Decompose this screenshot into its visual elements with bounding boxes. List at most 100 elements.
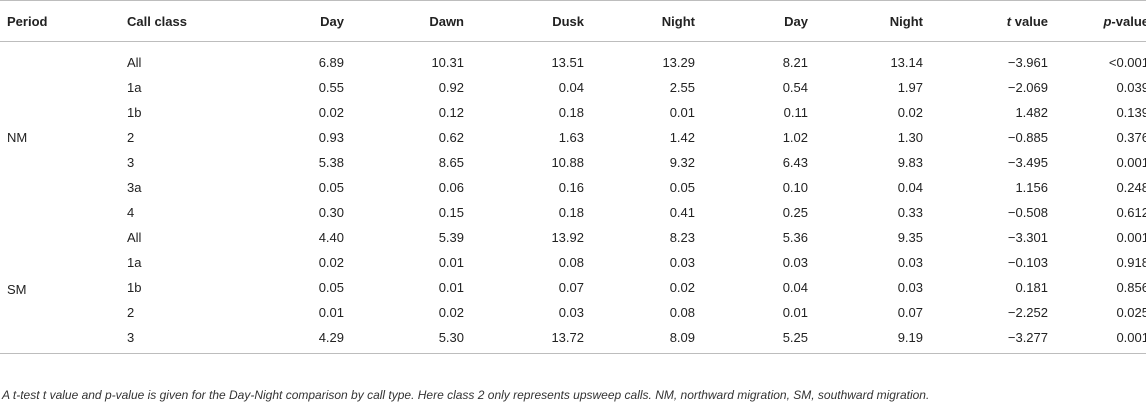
value-cell: 0.01 bbox=[669, 105, 695, 120]
table-row: 1a 0.55 0.92 0.04 2.55 0.54 1.97 −2.069 0.039 bbox=[0, 75, 1146, 100]
value-cell: 0.55 bbox=[318, 80, 344, 95]
value-cell: 0.16 bbox=[558, 180, 584, 195]
value-cell: 0.039 bbox=[1116, 80, 1146, 95]
table-body: NM All 6.89 10.31 13.51 13.29 8.21 13.14 −3.961 <… bbox=[0, 42, 1146, 354]
value-cell: −3.495 bbox=[1007, 155, 1048, 170]
header-t-value-text: t value bbox=[1006, 13, 1048, 29]
period-cell: SM bbox=[7, 281, 27, 297]
value-cell: 0.54 bbox=[782, 80, 808, 95]
header-p-value: p-value bbox=[1055, 0, 1146, 42]
value-cell: 0.01 bbox=[318, 305, 344, 320]
value-cell: −2.252 bbox=[1007, 305, 1048, 320]
value-cell: 0.01 bbox=[782, 305, 808, 320]
value-cell: 1.63 bbox=[558, 130, 584, 145]
value-cell: 8.09 bbox=[669, 330, 695, 345]
header-dusk: Dusk bbox=[471, 0, 591, 42]
header-row: Period Call class Day Dawn Dusk Night Da… bbox=[0, 0, 1146, 42]
value-cell: 0.856 bbox=[1116, 280, 1146, 295]
value-cell: 1.97 bbox=[897, 80, 923, 95]
header-t-value: t value bbox=[930, 0, 1055, 42]
call-class-cell: 3a bbox=[127, 180, 142, 195]
call-class-cell: 4 bbox=[127, 205, 135, 220]
value-cell: 1.156 bbox=[1015, 180, 1048, 195]
call-class-cell: 1b bbox=[127, 280, 142, 295]
header-day-2: Day bbox=[702, 0, 815, 42]
value-cell: 0.07 bbox=[558, 280, 584, 295]
value-cell: 0.918 bbox=[1116, 255, 1146, 270]
value-cell: −3.301 bbox=[1007, 230, 1048, 245]
value-cell: 0.18 bbox=[558, 105, 584, 120]
period-cell: NM bbox=[7, 130, 28, 145]
value-cell: 0.05 bbox=[318, 280, 344, 295]
value-cell: 9.32 bbox=[669, 155, 695, 170]
value-cell: 0.02 bbox=[318, 255, 344, 270]
value-cell: 0.001 bbox=[1116, 230, 1146, 245]
call-class-cell: 3 bbox=[127, 330, 135, 345]
value-cell: 0.248 bbox=[1116, 180, 1146, 195]
value-cell: −0.508 bbox=[1007, 205, 1048, 220]
value-cell: −3.277 bbox=[1007, 330, 1048, 345]
value-cell: 0.30 bbox=[318, 205, 344, 220]
value-cell: 0.41 bbox=[669, 205, 695, 220]
header-night-2: Night bbox=[815, 0, 930, 42]
value-cell: 0.04 bbox=[782, 280, 808, 295]
value-cell: 1.482 bbox=[1015, 105, 1048, 120]
value-cell: 0.04 bbox=[558, 80, 584, 95]
value-cell: 0.03 bbox=[782, 255, 808, 270]
value-cell: 0.15 bbox=[438, 205, 464, 220]
value-cell: 0.02 bbox=[438, 305, 464, 320]
value-cell: 0.11 bbox=[783, 105, 808, 120]
call-class-cell: 3 bbox=[127, 155, 135, 170]
value-cell: 0.10 bbox=[782, 180, 808, 195]
value-cell: 0.612 bbox=[1116, 205, 1146, 220]
value-cell: 8.21 bbox=[782, 55, 808, 70]
value-cell: 0.05 bbox=[318, 180, 344, 195]
value-cell: 0.05 bbox=[669, 180, 695, 195]
value-cell: 0.03 bbox=[897, 280, 923, 295]
data-table: Period Call class Day Dawn Dusk Night Da… bbox=[0, 0, 1146, 354]
value-cell: −2.069 bbox=[1007, 80, 1048, 95]
table-row: 3 5.38 8.65 10.88 9.32 6.43 9.83 −3.495 0.001 bbox=[0, 150, 1146, 175]
value-cell: 8.65 bbox=[438, 155, 464, 170]
value-cell: 5.39 bbox=[438, 230, 464, 245]
value-cell: 6.89 bbox=[318, 55, 344, 70]
value-cell: 0.02 bbox=[669, 280, 695, 295]
value-cell: 4.29 bbox=[318, 330, 344, 345]
value-cell: 0.62 bbox=[438, 130, 464, 145]
call-class-cell: 1b bbox=[127, 105, 142, 120]
table-row: 1b 0.02 0.12 0.18 0.01 0.11 0.02 1.482 0.139 bbox=[0, 100, 1146, 125]
value-cell: 0.33 bbox=[897, 205, 923, 220]
header-night-1: Night bbox=[591, 0, 702, 42]
value-cell: 0.001 bbox=[1116, 155, 1146, 170]
value-cell: 0.01 bbox=[438, 280, 464, 295]
table-row: NM All 6.89 10.31 13.51 13.29 8.21 13.14 −3.961 <… bbox=[0, 42, 1146, 145]
value-cell: 4.40 bbox=[318, 230, 344, 245]
value-cell: 0.12 bbox=[438, 105, 464, 120]
table-row: 3a 0.05 0.06 0.16 0.05 0.10 0.04 1.156 0.248 bbox=[0, 175, 1146, 200]
header-p-value-text: p-value bbox=[1103, 13, 1146, 29]
value-cell: 0.25 bbox=[782, 205, 808, 220]
table-row: SM All 4.40 5.39 13.92 8.23 5.36 9.35 −3.301 0.00… bbox=[0, 225, 1146, 297]
value-cell: 0.03 bbox=[558, 305, 584, 320]
header-day-1: Day bbox=[240, 0, 351, 42]
table-row: 2 0.01 0.02 0.03 0.08 0.01 0.07 −2.252 0.025 bbox=[0, 300, 1146, 325]
table-row: 1a 0.02 0.01 0.08 0.03 0.03 0.03 −0.103 0.918 bbox=[0, 250, 1146, 275]
value-cell: 0.02 bbox=[897, 105, 923, 120]
value-cell: 0.92 bbox=[438, 80, 464, 95]
value-cell: −0.885 bbox=[1007, 130, 1048, 145]
table-row: 2 0.93 0.62 1.63 1.42 1.02 1.30 −0.885 0.376 bbox=[0, 125, 1146, 150]
value-cell: 0.025 bbox=[1116, 305, 1146, 320]
value-cell: 0.93 bbox=[318, 130, 344, 145]
value-cell: 0.04 bbox=[897, 180, 923, 195]
value-cell: 9.19 bbox=[897, 330, 923, 345]
value-cell: −3.961 bbox=[1007, 55, 1048, 70]
value-cell: 9.35 bbox=[897, 230, 923, 245]
value-cell: 0.06 bbox=[438, 180, 464, 195]
header-dawn: Dawn bbox=[351, 0, 471, 42]
value-cell: 1.30 bbox=[897, 130, 923, 145]
value-cell: 13.92 bbox=[551, 230, 584, 245]
value-cell: 0.08 bbox=[558, 255, 584, 270]
table-row: 4 0.30 0.15 0.18 0.41 0.25 0.33 −0.508 0.612 bbox=[0, 200, 1146, 225]
value-cell: 0.18 bbox=[558, 205, 584, 220]
